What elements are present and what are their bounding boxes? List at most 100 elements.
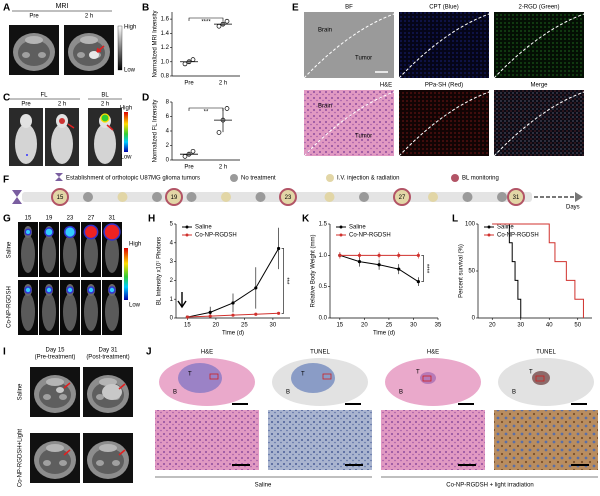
y-tick-label: 1.0 [161, 59, 170, 65]
bl-signal [88, 287, 94, 293]
y-tick-label: 1.2 [161, 45, 170, 51]
data-point [208, 310, 212, 314]
data-point [185, 315, 189, 319]
tumor-signal [56, 387, 64, 393]
merge-image [494, 90, 584, 156]
region-label: T [416, 370, 420, 376]
legend-label: Saline [195, 225, 212, 231]
day-marker [507, 188, 525, 206]
arrow-head [575, 192, 583, 202]
legend-label: Co-NP-RGDSH [497, 233, 539, 239]
timeline-dot [117, 192, 128, 202]
survival-curve [492, 223, 522, 318]
y-tick-label: 100 [465, 222, 476, 228]
data-point [224, 106, 230, 111]
he-image [304, 90, 394, 156]
data-point [277, 246, 281, 251]
chart: 0 1 2 3 4 5 15 20 25 30 Time (d) BL Intensity x10⁷ … [156, 222, 290, 337]
panel-label: C [3, 93, 10, 104]
y-axis-label: Normalized FL Intensity [153, 100, 159, 163]
column-label: PPa-SH (Red) [425, 83, 463, 89]
x-tick-label: 25 [241, 323, 248, 329]
micro-image [155, 410, 259, 470]
data-point [277, 311, 281, 315]
tumor-signal [102, 384, 122, 400]
bl-signal [45, 228, 53, 236]
x-tick-label: 30 [410, 323, 417, 329]
x-tick-label: 2 h [219, 81, 227, 87]
bl-signal [104, 224, 120, 240]
timeline-dot [186, 192, 197, 202]
y-tick-label: 50 [468, 269, 475, 275]
data-point [216, 130, 222, 135]
region-label: Tumor [355, 134, 372, 140]
hourglass [12, 190, 22, 204]
legend-marker [185, 233, 189, 237]
panel-label: G [3, 214, 11, 225]
x-tick-label: 15 [184, 323, 191, 329]
y-tick-label: 0 [170, 316, 174, 322]
data-point [397, 267, 401, 271]
y-tick-label: 1 [170, 297, 174, 303]
data-point [190, 148, 196, 154]
bl-signal [109, 287, 115, 293]
panel-e: BF CPT (Blue) 2-RGD (Green) H&E PPa-SH (… [303, 5, 585, 157]
data-point [231, 313, 235, 317]
column-label: BF [345, 5, 353, 11]
y-tick-label: 0 [166, 158, 170, 164]
data-point [397, 253, 401, 257]
mouse-image [45, 108, 79, 166]
y-tick-label: 4 [170, 240, 174, 246]
mri-image [9, 25, 59, 75]
legend-marker [185, 225, 189, 229]
note: Establishment of orthotopic U87MG glioma… [66, 176, 200, 182]
panel-label: B [142, 3, 149, 14]
legend-label: No treatment [241, 176, 276, 182]
data-point [224, 18, 230, 24]
panel-title: MRI [56, 3, 69, 10]
x-tick-label: 20 [489, 323, 496, 329]
hourglass [55, 173, 63, 181]
day-marker [165, 188, 183, 206]
fl-signal [59, 118, 65, 124]
scale-label: Low [120, 155, 132, 161]
y-tick-label: 0.0 [319, 316, 328, 322]
annotation: ** [204, 110, 209, 116]
y-tick-label: 8 [166, 100, 170, 106]
data-point [338, 253, 342, 257]
legend-label: Saline [349, 225, 366, 231]
legend-marker [487, 233, 491, 237]
day-label: 27 [399, 195, 406, 201]
fl-signal [26, 154, 28, 156]
legend-swatch [326, 174, 334, 182]
panel-f: Establishment of orthotopic U87MG glioma… [12, 173, 583, 211]
legend-swatch [230, 174, 238, 182]
bl-signal [100, 113, 110, 123]
y-tick-label: 5 [170, 222, 174, 228]
y-tick-label: 2 [170, 278, 174, 284]
stain-label: TUNEL [536, 350, 556, 356]
scale-label: High [124, 25, 136, 31]
chart: 0 2 4 6 8 Pre 2 h Normalized FL Intensity ** [153, 100, 240, 171]
legend-label: BL monitoring [462, 176, 499, 182]
group-label: FL [40, 93, 48, 99]
timeline-dot [324, 192, 335, 202]
legend-marker [339, 233, 343, 237]
scale-label: Low [124, 68, 136, 74]
row-label: Co-NP-RGDSH [7, 286, 13, 328]
column-label: (Post-treatment) [86, 355, 129, 361]
legend-label: I.V. injection & radiation [337, 176, 399, 182]
colorbar [124, 112, 128, 152]
column-label: 2 h [58, 102, 66, 108]
region-label: B [286, 390, 290, 396]
column-label: Day 31 [98, 348, 118, 354]
boundaries [303, 13, 585, 157]
column-label: (Pre-treatment) [35, 355, 76, 361]
timeline-dot [359, 192, 369, 202]
day-marker [279, 188, 297, 206]
x-tick-label: Pre [184, 81, 194, 87]
bl-signal [46, 287, 52, 293]
panel-label: H [148, 214, 155, 225]
y-tick-label: 1.6 [161, 17, 170, 23]
